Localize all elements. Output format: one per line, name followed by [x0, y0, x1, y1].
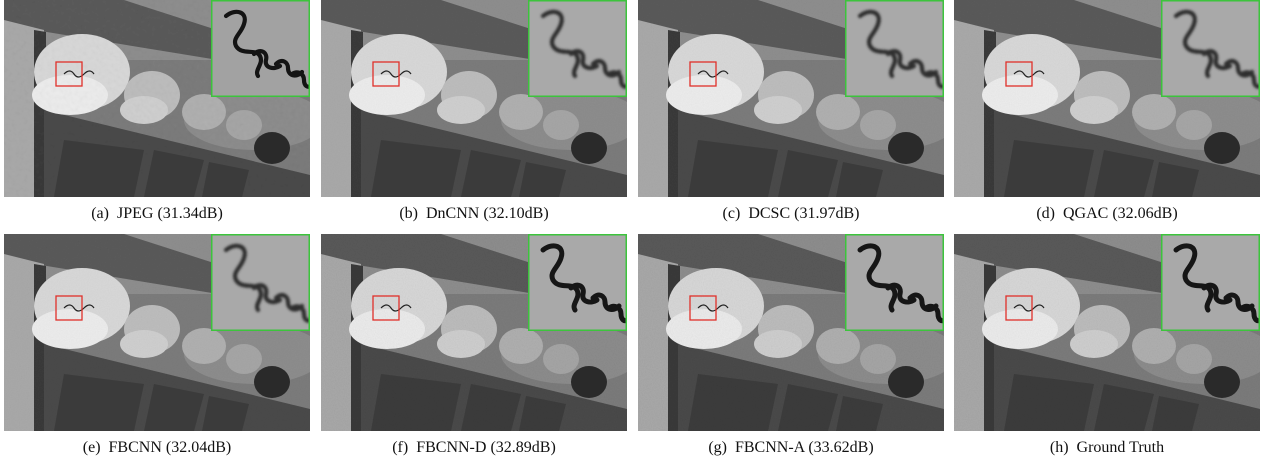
panel-h: (h) Ground Truth — [954, 234, 1260, 456]
caption-method: FBCNN-A — [734, 439, 805, 456]
caption-label: (a) — [91, 205, 109, 222]
caption-score: (31.34dB) — [157, 205, 223, 222]
caption-label: (c) — [722, 205, 741, 222]
caption-method: DCSC — [748, 205, 791, 222]
image-dcsc — [638, 0, 944, 197]
image-fbcnn — [4, 234, 310, 431]
panel-a: (a) JPEG (31.34dB) — [4, 0, 310, 222]
caption-score: (31.97dB) — [794, 205, 860, 222]
caption-a: (a) JPEG (31.34dB) — [4, 205, 310, 223]
caption-label: (e) — [82, 439, 101, 456]
caption-c: (c) DCSC (31.97dB) — [638, 205, 944, 223]
figure-grid: (a) JPEG (31.34dB) (b) DnCNN (32.10dB) (… — [4, 0, 1260, 456]
caption-method: Ground Truth — [1076, 439, 1165, 456]
panel-f: (f) FBCNN-D (32.89dB) — [321, 234, 627, 456]
caption-method: FBCNN — [108, 439, 162, 456]
caption-method: JPEG — [116, 205, 154, 222]
caption-score: (32.89dB) — [490, 439, 556, 456]
caption-label: (b) — [399, 205, 418, 222]
caption-score: (32.04dB) — [165, 439, 232, 456]
panel-c: (c) DCSC (31.97dB) — [638, 0, 944, 222]
caption-score: (32.10dB) — [483, 205, 549, 222]
caption-method: QGAC — [1062, 205, 1109, 222]
caption-e: (e) FBCNN (32.04dB) — [4, 439, 310, 457]
caption-d: (d) QGAC (32.06dB) — [954, 205, 1260, 223]
image-ground-truth — [954, 234, 1260, 431]
caption-score: (33.62dB) — [808, 439, 874, 456]
caption-label: (d) — [1036, 205, 1055, 222]
panel-e: (e) FBCNN (32.04dB) — [4, 234, 310, 456]
caption-label: (g) — [708, 439, 727, 456]
caption-method: DnCNN — [425, 205, 480, 222]
image-jpeg — [4, 0, 310, 197]
image-dncnn — [321, 0, 627, 197]
caption-score: (32.06dB) — [1112, 205, 1178, 222]
caption-f: (f) FBCNN-D (32.89dB) — [321, 439, 627, 457]
caption-b: (b) DnCNN (32.10dB) — [321, 205, 627, 223]
panel-b: (b) DnCNN (32.10dB) — [321, 0, 627, 222]
caption-g: (g) FBCNN-A (33.62dB) — [638, 439, 944, 457]
panel-d: (d) QGAC (32.06dB) — [954, 0, 1260, 222]
caption-label: (h) — [1049, 439, 1069, 456]
image-fbcnn-a — [638, 234, 944, 431]
image-fbcnn-d — [321, 234, 627, 431]
panel-g: (g) FBCNN-A (33.62dB) — [638, 234, 944, 456]
image-qgac — [954, 0, 1260, 197]
caption-label: (f) — [392, 439, 409, 456]
caption-method: FBCNN-D — [416, 439, 487, 456]
caption-h: (h) Ground Truth — [954, 439, 1260, 457]
